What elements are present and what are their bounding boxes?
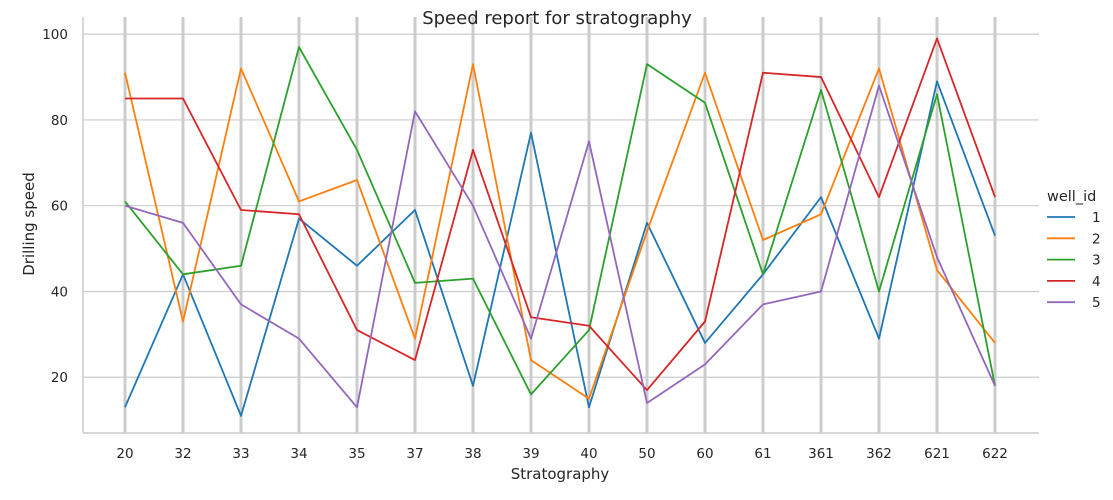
x-tick-label: 35 [348,446,365,462]
legend-label-4: 4 [1092,274,1101,290]
x-tick-label: 60 [696,446,713,462]
grid [83,17,1039,433]
x-tick-labels: 20 32 33 34 35 37 38 39 40 50 60 61 361 362 621 622 [116,446,1007,462]
series-lines [124,37,996,417]
y-tick-labels: 20 40 60 80 100 [42,27,68,386]
x-tick-label: 61 [754,446,771,462]
axes [82,17,1039,434]
series-line-2 [124,63,996,400]
x-tick-label: 34 [290,446,307,462]
x-tick-label: 361 [808,446,834,462]
legend-title: well_id [1047,189,1096,205]
x-tick-label: 39 [522,446,539,462]
series-line-5 [124,84,996,409]
x-tick-label: 362 [866,446,892,462]
x-tick-label: 20 [116,446,133,462]
x-tick-label: 37 [406,446,423,462]
series-line-4 [125,37,996,392]
x-tick-label: 32 [174,446,191,462]
y-tick-label: 100 [42,27,68,43]
legend: well_id 1 2 3 4 5 [1047,189,1101,311]
legend-label-5: 5 [1092,295,1101,311]
x-tick-label: 40 [580,446,597,462]
y-tick-label: 60 [51,199,68,215]
x-tick-label: 38 [464,446,481,462]
y-tick-label: 40 [51,284,68,300]
x-tick-label: 50 [638,446,655,462]
y-tick-label: 20 [51,370,68,386]
series-line-3 [124,46,996,396]
legend-label-3: 3 [1092,253,1101,269]
x-tick-label: 621 [924,446,950,462]
legend-label-2: 2 [1092,231,1101,247]
x-tick-label: 33 [232,446,249,462]
legend-label-1: 1 [1092,210,1101,226]
x-tick-label: 622 [982,446,1008,462]
y-tick-label: 80 [51,113,68,129]
chart-title: Speed report for stratography [422,8,692,29]
y-axis-label: Drilling speed [20,172,38,276]
x-axis-label: Stratography [511,465,610,483]
series-line-1 [124,80,996,417]
